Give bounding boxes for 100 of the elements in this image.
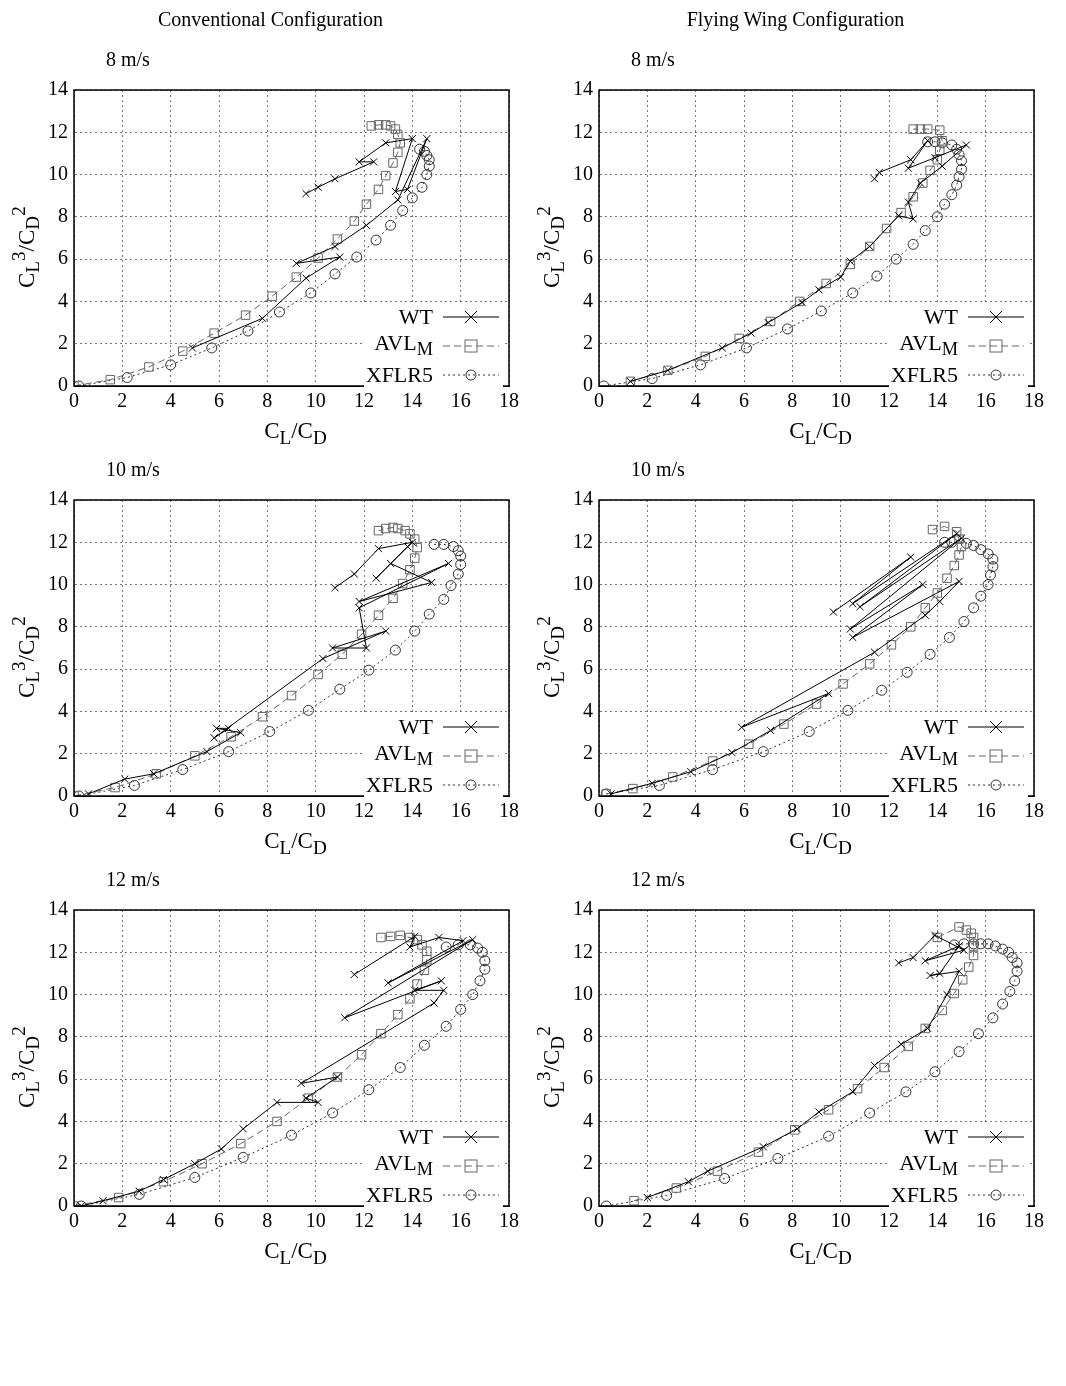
y-tick-label: 12 [573,119,593,142]
x-tick-label: 8 [787,1209,798,1232]
legend-label: XFLR5 [890,1182,958,1209]
y-tick-label: 0 [58,1193,68,1216]
x-tick-label: 8 [262,1209,273,1232]
y-tick-label: 4 [58,698,68,721]
x-tick-label: 6 [214,389,224,412]
chart-title: Conventional Configuration [157,8,384,33]
x-tick-label: 18 [499,1209,519,1232]
x-tick-label: 10 [830,389,851,412]
legend-label: WT [923,304,958,330]
legend-label: WT [923,1124,958,1150]
y-tick-label: 4 [583,288,593,311]
x-tick-label: 4 [165,389,176,412]
legend-label: AVL$_{M}$ [899,330,958,362]
y-tick-label: 14 [48,77,68,100]
x-tick-label: 12 [879,1209,899,1232]
legend-label: AVL$_{M}$ [374,330,433,362]
chart-subtitle: 8 m/s [105,48,151,72]
x-tick-label: 16 [975,389,996,412]
x-axis-title: C$_{L}$/C$_{D}$ [263,828,328,860]
x-tick-label: 4 [690,799,701,822]
y-tick-label: 10 [48,571,68,594]
y-tick-label: 2 [583,330,593,353]
y-tick-label: 0 [583,1193,593,1216]
y-tick-label: 6 [583,656,593,679]
x-axis-title: C$_{L}$/C$_{D}$ [788,1238,853,1270]
y-tick-label: 0 [58,373,68,396]
x-tick-label: 2 [117,1209,128,1232]
x-tick-label: 16 [975,799,996,822]
y-tick-label: 2 [583,1150,593,1173]
legend-label: WT [398,304,433,330]
x-tick-label: 2 [642,1209,653,1232]
legend-label: XFLR5 [890,362,958,389]
x-tick-label: 18 [499,799,519,822]
x-tick-label: 6 [214,799,224,822]
x-tick-label: 14 [927,389,948,412]
x-axis-title: C$_{L}$/C$_{D}$ [788,828,853,860]
chart-title: 12 m/s [630,868,686,892]
legend-label: AVL$_{M}$ [374,740,433,772]
y-tick-label: 14 [573,77,593,100]
y-tick-label: 4 [58,1108,68,1131]
x-tick-label: 10 [305,1209,326,1232]
x-tick-label: 8 [787,389,798,412]
y-tick-label: 0 [58,783,68,806]
x-tick-label: 18 [499,389,519,412]
y-tick-label: 10 [573,161,593,184]
x-tick-label: 2 [642,799,653,822]
y-tick-label: 8 [583,1024,593,1047]
legend-label: AVL$_{M}$ [374,1150,433,1182]
y-tick-label: 14 [573,897,593,920]
x-tick-label: 8 [787,799,798,822]
y-tick-label: 2 [58,1150,68,1173]
x-tick-label: 6 [739,1209,749,1232]
y-tick-label: 8 [58,204,68,227]
x-tick-label: 8 [262,799,273,822]
x-tick-label: 16 [975,1209,996,1232]
x-tick-label: 6 [739,389,749,412]
x-tick-label: 8 [262,389,273,412]
x-tick-label: 14 [927,1209,948,1232]
y-tick-label: 12 [48,529,68,552]
chart-title: 12 m/s [105,868,161,892]
legend-label: XFLR5 [890,772,958,799]
legend-label: XFLR5 [365,1182,433,1209]
x-tick-label: 2 [642,389,653,412]
x-tick-label: 2 [117,799,128,822]
y-tick-label: 4 [583,1108,593,1131]
y-tick-label: 0 [583,373,593,396]
y-tick-label: 8 [58,614,68,637]
x-tick-label: 4 [690,1209,701,1232]
x-tick-label: 18 [1024,1209,1044,1232]
y-tick-label: 4 [583,698,593,721]
chart-title: 10 m/s [630,458,686,482]
y-tick-label: 8 [583,614,593,637]
x-tick-label: 12 [354,799,374,822]
y-tick-label: 8 [583,204,593,227]
legend-label: AVL$_{M}$ [899,740,958,772]
x-tick-label: 2 [117,389,128,412]
x-tick-label: 12 [879,799,899,822]
chart-subtitle: 8 m/s [630,48,676,72]
y-tick-label: 12 [573,529,593,552]
y-tick-label: 6 [583,246,593,269]
x-tick-label: 18 [1024,389,1044,412]
y-tick-label: 12 [48,939,68,962]
y-tick-label: 6 [58,246,68,269]
x-tick-label: 10 [830,1209,851,1232]
legend-label: AVL$_{M}$ [899,1150,958,1182]
y-tick-label: 14 [573,487,593,510]
legend-label: XFLR5 [365,362,433,389]
y-tick-label: 12 [573,939,593,962]
y-tick-label: 10 [573,571,593,594]
x-tick-label: 6 [739,799,749,822]
y-tick-label: 8 [58,1024,68,1047]
x-tick-label: 4 [165,799,176,822]
chart-title: 10 m/s [105,458,161,482]
y-tick-label: 10 [48,161,68,184]
y-tick-label: 14 [48,487,68,510]
x-tick-label: 14 [927,799,948,822]
y-tick-label: 10 [573,981,593,1004]
y-tick-label: 14 [48,897,68,920]
